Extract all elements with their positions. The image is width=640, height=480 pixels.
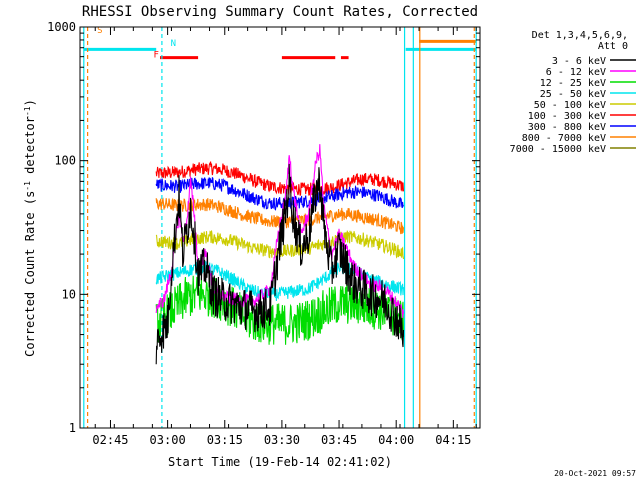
series-line <box>155 163 405 365</box>
plot-frame <box>79 26 481 429</box>
y-axis-label-part: ) <box>23 99 37 106</box>
interval-annotation-label: N <box>171 39 176 49</box>
interval-annotation-label: S <box>97 26 102 36</box>
legend-header: Att 0 <box>598 41 628 52</box>
y-tick-label: 1 <box>69 421 76 435</box>
axes: 1 10 100 1000 02:45 03:00 03:15 03:30 03:45 04:00… <box>47 20 481 447</box>
legend-entry-label: 12 - 25 keV <box>540 78 606 89</box>
x-tick-label: 03:30 <box>264 433 300 447</box>
legend-entry-label: 7000 - 15000 keV <box>510 144 606 155</box>
y-axis-label-part: Corrected Count Rate (s <box>23 191 37 357</box>
interval-annotation-label: F <box>153 51 158 61</box>
y-tick-label: 10 <box>62 287 76 301</box>
legend-entry-label: 300 - 800 keV <box>528 122 606 133</box>
y-axis-label: Corrected Count Rate (s-1 detector-1) <box>23 99 37 357</box>
x-tick-label: 02:45 <box>92 433 128 447</box>
x-axis-label: Start Time (19-Feb-14 02:41:02) <box>168 455 392 469</box>
y-tick-label: 100 <box>54 154 76 168</box>
plot-area: S N F <box>83 26 477 428</box>
chart-title: RHESSI Observing Summary Count Rates, Co… <box>82 4 478 20</box>
legend-entry-label: 6 - 12 keV <box>546 67 606 78</box>
legend-entry-label: 50 - 100 keV <box>534 100 606 111</box>
series-line <box>155 275 405 345</box>
timestamp-label: 20-Oct-2021 09:57 <box>554 469 636 478</box>
x-tick-label: 04:00 <box>378 433 414 447</box>
y-tick-label: 1000 <box>47 20 76 34</box>
x-tick-label: 03:00 <box>150 433 186 447</box>
legend-entry-label: 100 - 300 keV <box>528 111 606 122</box>
x-tick-label: 03:45 <box>321 433 357 447</box>
series-line <box>155 161 405 197</box>
y-axis-label-part: detector <box>23 116 37 181</box>
x-tick-label: 03:15 <box>207 433 243 447</box>
legend-entry-label: 800 - 7000 keV <box>522 133 606 144</box>
x-tick-label: 04:15 <box>435 433 471 447</box>
y-axis-label-sup: -1 <box>23 181 32 191</box>
series-line <box>155 177 405 211</box>
legend-entry-label: 25 - 50 keV <box>540 89 606 100</box>
legend-header: Det 1,3,4,5,6,9, <box>532 30 628 41</box>
legend-entry-label: 3 - 6 keV <box>552 56 606 67</box>
y-axis-label-sup: -1 <box>23 106 32 116</box>
